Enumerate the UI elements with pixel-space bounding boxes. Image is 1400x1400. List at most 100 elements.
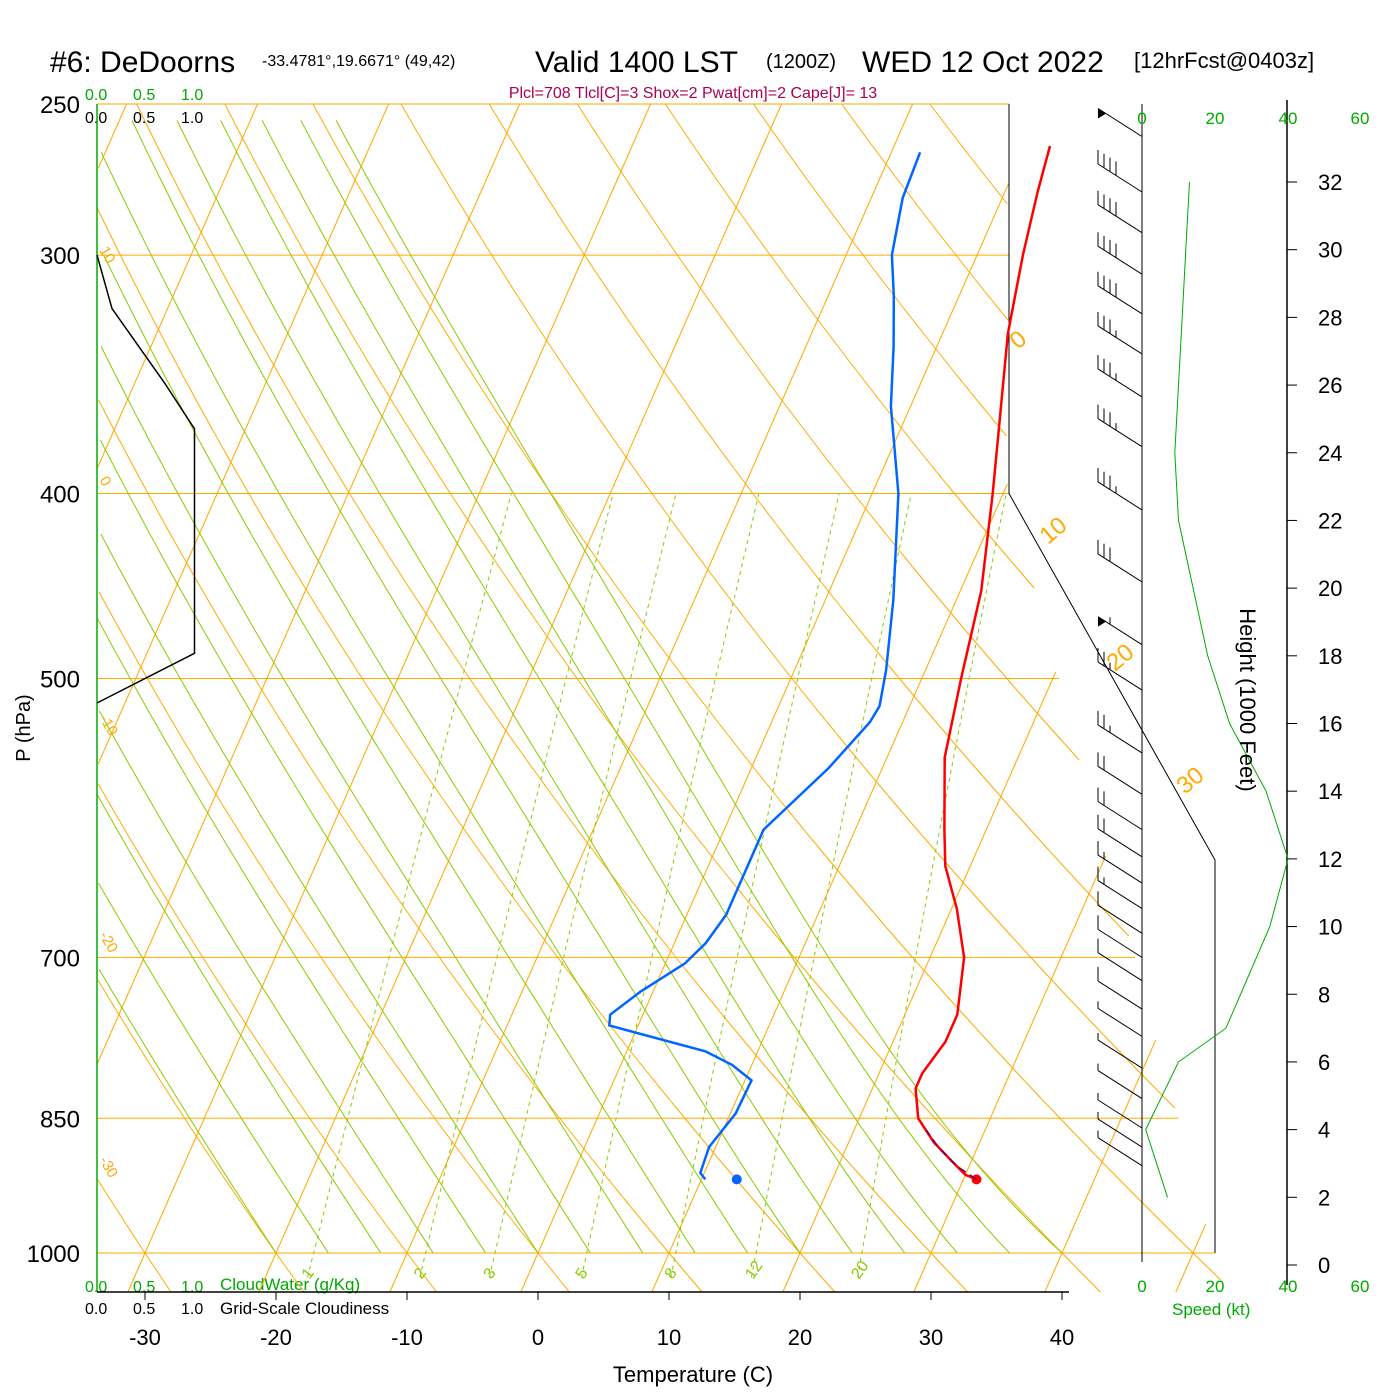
temperature-tick-label: 30 [919, 1325, 943, 1350]
moist-adiabat [300, 120, 1010, 1254]
wind-barb-staff [1097, 245, 1143, 275]
isobar-lines [97, 103, 1215, 1254]
wind-barb [1097, 1092, 1143, 1129]
wind-barb-staff [1097, 828, 1143, 858]
height-axis-title: Height (1000 Feet) [1235, 608, 1260, 791]
valid-time: Valid 1400 LST [535, 46, 738, 79]
moist-adiabat [100, 533, 539, 1254]
moist-adiabat [98, 968, 277, 1254]
temperature-line [914, 145, 1052, 1181]
dry-adiabat [576, 103, 1080, 761]
speed-tick-bottom: 0 [1137, 1277, 1146, 1296]
temperature-tick-label: -20 [260, 1325, 292, 1350]
isotherm [97, 103, 390, 765]
mixing-ratio-label: 5 [573, 1265, 592, 1282]
moist-adiabat [220, 120, 906, 1254]
pressure-tick-label: 250 [40, 92, 80, 119]
wind-barb [1097, 1130, 1143, 1167]
clb-scale-2: 1.0 [181, 1301, 203, 1318]
cl-scale-2: 1.0 [181, 110, 203, 127]
cl-scale-0: 0.0 [85, 110, 107, 127]
mixing-ratio-label: 12 [742, 1258, 766, 1282]
isotherm [127, 103, 652, 1293]
wind-barb-staff [1097, 1007, 1143, 1037]
dry-adiabat [929, 103, 1008, 205]
coords-label: -33.4781°,19.6671° (49,42) [262, 53, 455, 70]
wind-barb-staff [1097, 980, 1143, 1010]
wind-barb-staff [1097, 904, 1143, 934]
height-tick-label: 16 [1318, 712, 1342, 737]
wind-barb-flag [1098, 616, 1106, 627]
dry-adiabat [841, 103, 1009, 321]
height-tick-label: 28 [1318, 305, 1342, 330]
dry-adiabat [98, 591, 570, 1293]
temperature-tick-label: 40 [1050, 1325, 1074, 1350]
wind-barb-staff [1097, 1137, 1143, 1167]
dry-adiabat [96, 207, 836, 1293]
wind-barb-staff [1097, 724, 1143, 754]
isotherm [913, 855, 1107, 1293]
height-tick-label: 24 [1318, 441, 1342, 466]
isotherm-label: 10 [1035, 512, 1073, 550]
dry-adiabat [400, 103, 1176, 1109]
wind-barb [1097, 915, 1143, 958]
chart-frame [96, 104, 1216, 1292]
wind-barb [1097, 938, 1143, 982]
wind-barb [1097, 814, 1143, 858]
forecast-label: [12hrFcst@0403z] [1134, 48, 1314, 73]
wind-barb-staff [1097, 661, 1143, 691]
wind-barb [1097, 271, 1143, 315]
isotherm-label: 30 [1172, 762, 1210, 800]
isotherm [651, 483, 1008, 1293]
isotherm [97, 103, 128, 169]
dry-adiabat [488, 103, 1130, 937]
wind-barb-staff [1097, 880, 1143, 910]
dry-adiabat [97, 783, 437, 1293]
cloudiness-scale-bottom: 0.0 0.5 1.0 Grid-Scale Cloudiness [85, 1299, 389, 1318]
moist-adiabat [335, 120, 1063, 1254]
mixing-ratio-line [857, 493, 1007, 1278]
moist-adiabat [100, 152, 749, 1254]
wind-barb-staff [1097, 163, 1143, 193]
mixing-ratio-line [488, 493, 677, 1278]
cw-scale-2: 1.0 [181, 87, 203, 104]
wind-barb-staff [1097, 928, 1143, 958]
speed-tick-bottom: 20 [1206, 1277, 1225, 1296]
dewpoint-line [607, 151, 922, 1181]
wind-barb [1097, 539, 1143, 583]
dry-adiabat [664, 103, 1035, 589]
wind-barb-staff [1097, 1070, 1143, 1099]
x-axis-title: Temperature (C) [613, 1362, 773, 1387]
wind-barb-staff [1097, 368, 1143, 398]
speed-tick-bottom: 40 [1279, 1277, 1298, 1296]
height-tick-label: 6 [1318, 1050, 1330, 1075]
cloudwater-scale-bottom: 0.0 0.5 1.0 CloudWater (g/Kg) [85, 1275, 360, 1296]
isotherm-label: -10 [96, 712, 122, 739]
mixing-ratio-labels: 1 2 3 5 8 12 20 [299, 1258, 873, 1282]
wind-barb [1097, 1063, 1143, 1099]
height-tick-label: 20 [1318, 576, 1342, 601]
indices-label: Plcl=708 Tlcl[C]=3 Shox=2 Pwat[cm]=2 Cap… [509, 85, 877, 102]
isotherm [1044, 1039, 1157, 1293]
height-tick-label: 4 [1318, 1118, 1330, 1143]
isotherm-label: -30 [96, 1154, 122, 1181]
mixing-ratio-line [307, 493, 512, 1278]
pressure-tick-label: 400 [40, 482, 80, 509]
wind-barb [1097, 841, 1143, 884]
wind-barb [1097, 1033, 1143, 1069]
moist-adiabat [100, 346, 644, 1254]
wind-barb [1097, 891, 1143, 934]
temperature-tick-label: -10 [391, 1325, 423, 1350]
clb-scale-1: 0.5 [133, 1301, 155, 1318]
isotherm [389, 103, 914, 1293]
pressure-tick-label: 700 [40, 945, 80, 972]
mixing-ratio-line [419, 493, 614, 1278]
cwb-scale-1: 0.5 [133, 1279, 155, 1296]
temperature-tick-label: -30 [129, 1325, 161, 1350]
wind-barb-staff [1097, 952, 1143, 982]
dry-adiabat [98, 399, 703, 1293]
pressure-tick-label: 300 [40, 243, 80, 270]
isotherm-label: 10 [96, 244, 119, 267]
